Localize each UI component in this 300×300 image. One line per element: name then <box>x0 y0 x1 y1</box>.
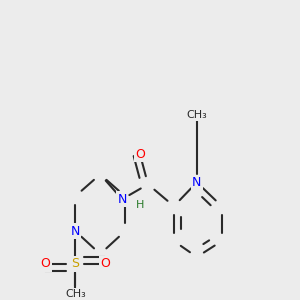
Text: O: O <box>135 148 145 161</box>
Text: S: S <box>71 257 79 271</box>
Text: CH₃: CH₃ <box>65 289 86 299</box>
Text: N: N <box>117 193 127 206</box>
Text: CH₃: CH₃ <box>186 110 207 120</box>
Text: N: N <box>192 176 202 189</box>
Text: H: H <box>136 200 144 210</box>
Text: O: O <box>100 257 110 271</box>
Text: N: N <box>70 225 80 238</box>
Text: O: O <box>40 257 50 271</box>
